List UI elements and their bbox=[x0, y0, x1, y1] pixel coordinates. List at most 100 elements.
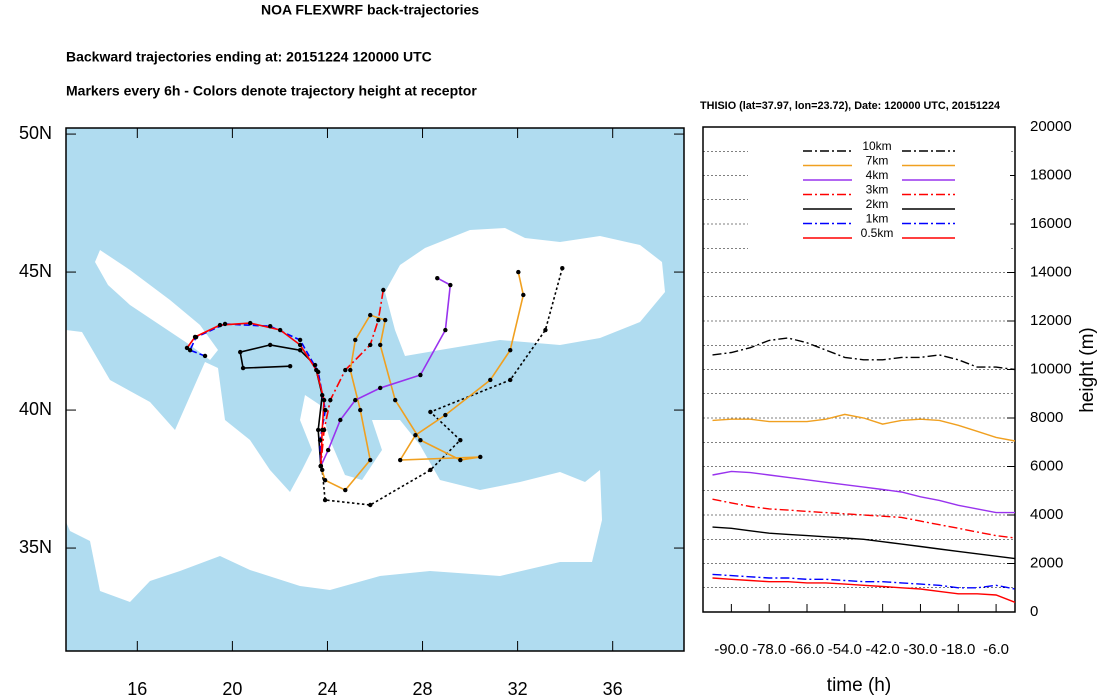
trajectory-marker bbox=[378, 385, 383, 391]
trajectory-marker bbox=[508, 377, 513, 383]
trajectory-marker bbox=[297, 347, 303, 353]
legend-label: 3km bbox=[866, 183, 889, 197]
figure-title: NOA FLEXWRF back-trajectories bbox=[261, 2, 479, 18]
trajectory-marker bbox=[222, 321, 228, 327]
trajectory-marker bbox=[448, 282, 453, 288]
trajectory-marker bbox=[277, 327, 283, 333]
y-tick-label: 0 bbox=[1030, 603, 1038, 620]
x-tick-label: -18.0 bbox=[941, 641, 975, 658]
y-tick-label: 10000 bbox=[1030, 360, 1072, 377]
trajectory-marker bbox=[368, 502, 373, 508]
series-line bbox=[712, 526, 1016, 560]
y-tick-label: 4000 bbox=[1030, 506, 1063, 523]
trajectory-marker bbox=[321, 397, 327, 403]
legend-label: 1km bbox=[866, 212, 889, 226]
trajectory-marker bbox=[443, 412, 448, 418]
trajectory-marker bbox=[320, 392, 325, 398]
trajectory-marker bbox=[353, 337, 358, 343]
x-tick-label: 36 bbox=[603, 679, 623, 699]
map-background bbox=[66, 128, 684, 651]
map: 16 20 24 28 32 36 35N 40N 45N 50N bbox=[19, 123, 684, 699]
trajectory-marker bbox=[240, 365, 246, 371]
trajectory-marker bbox=[318, 463, 324, 469]
trajectory-marker bbox=[413, 432, 418, 438]
trajectory bbox=[189, 323, 327, 467]
trajectory-marker bbox=[238, 349, 243, 355]
black-sea bbox=[385, 228, 665, 356]
x-tick-label: -6.0 bbox=[983, 641, 1009, 658]
trajectory-marker bbox=[418, 372, 423, 378]
legend-label: 7km bbox=[866, 154, 889, 168]
x-tick-label: -54.0 bbox=[828, 641, 862, 658]
y-tick-label: 18000 bbox=[1030, 166, 1072, 183]
trajectory-marker bbox=[312, 362, 318, 368]
trajectory-marker bbox=[478, 454, 483, 460]
y-tick-label: 35N bbox=[19, 537, 52, 557]
trajectory-marker bbox=[368, 312, 373, 318]
trajectory-marker bbox=[192, 334, 198, 340]
x-tick-label: -42.0 bbox=[866, 641, 900, 658]
trajectory-marker bbox=[393, 397, 398, 403]
series-line bbox=[712, 413, 1016, 442]
trajectory-marker bbox=[317, 437, 323, 443]
trajectory-marker bbox=[516, 269, 521, 275]
trajectory-marker bbox=[376, 317, 381, 323]
y-tick-label: 20000 bbox=[1030, 118, 1072, 135]
trajectory-marker bbox=[353, 397, 358, 403]
legend-background bbox=[748, 140, 1010, 252]
x-axis-label: time (h) bbox=[827, 675, 891, 696]
series-line bbox=[712, 498, 1016, 539]
trajectory-marker bbox=[521, 292, 526, 298]
mediterranean-sea bbox=[66, 330, 602, 602]
x-tick-label: 20 bbox=[222, 679, 242, 699]
x-tick-label: 24 bbox=[317, 679, 337, 699]
trajectory-marker bbox=[560, 266, 565, 271]
note: Markers every 6h - Colors denote traject… bbox=[66, 83, 477, 99]
legend-label: 2km bbox=[866, 197, 889, 211]
panel-title: THISIO (lat=37.97, lon=23.72), Date: 120… bbox=[700, 100, 1001, 112]
series-line bbox=[712, 470, 1015, 514]
trajectory-marker bbox=[202, 353, 208, 359]
trajectory-marker bbox=[315, 427, 321, 433]
x-tick-label: -30.0 bbox=[903, 641, 937, 658]
trajectory-marker bbox=[322, 497, 328, 503]
trajectory-marker bbox=[383, 317, 388, 323]
trajectory-marker bbox=[287, 363, 293, 369]
trajectory-marker bbox=[418, 437, 423, 443]
trajectory-marker bbox=[428, 467, 433, 473]
series-line bbox=[712, 577, 1016, 603]
trajectory-marker bbox=[320, 427, 325, 433]
trajectory-marker bbox=[184, 345, 190, 351]
trajectory-marker bbox=[378, 342, 383, 348]
trajectory-marker bbox=[325, 447, 331, 453]
y-tick-label: 40N bbox=[19, 399, 52, 419]
trajectory-marker bbox=[338, 417, 343, 423]
trajectory-marker bbox=[320, 467, 325, 473]
trajectory-marker bbox=[217, 322, 223, 328]
map-frame bbox=[65, 127, 685, 652]
trajectory-marker bbox=[381, 287, 386, 293]
trajectory-marker bbox=[297, 337, 303, 343]
x-tick-label: -78.0 bbox=[752, 641, 786, 658]
adriatic-sea bbox=[95, 250, 218, 360]
trajectory-marker bbox=[322, 477, 328, 483]
trajectory-marker bbox=[428, 409, 433, 415]
trajectory-marker bbox=[443, 327, 448, 333]
trajectory-marker bbox=[368, 457, 373, 463]
series-line bbox=[712, 573, 1016, 590]
x-tick-label: 28 bbox=[413, 679, 433, 699]
trajectory-marker bbox=[343, 487, 348, 493]
y-tick-label: 2000 bbox=[1030, 554, 1063, 571]
legend-label: 0.5km bbox=[861, 226, 894, 240]
y-tick-label: 6000 bbox=[1030, 457, 1063, 474]
trajectory-marker bbox=[343, 367, 348, 373]
legend-label: 4km bbox=[866, 168, 889, 182]
trajectory-marker bbox=[348, 367, 353, 373]
trajectory-marker bbox=[297, 342, 303, 348]
trajectory-marker bbox=[508, 347, 513, 353]
x-tick-label: -66.0 bbox=[790, 641, 824, 658]
trajectory-marker bbox=[543, 327, 548, 333]
y-tick-label: 14000 bbox=[1030, 263, 1072, 280]
y-tick-label: 45N bbox=[19, 261, 52, 281]
subtitle: Backward trajectories ending at: 2015122… bbox=[66, 49, 432, 65]
